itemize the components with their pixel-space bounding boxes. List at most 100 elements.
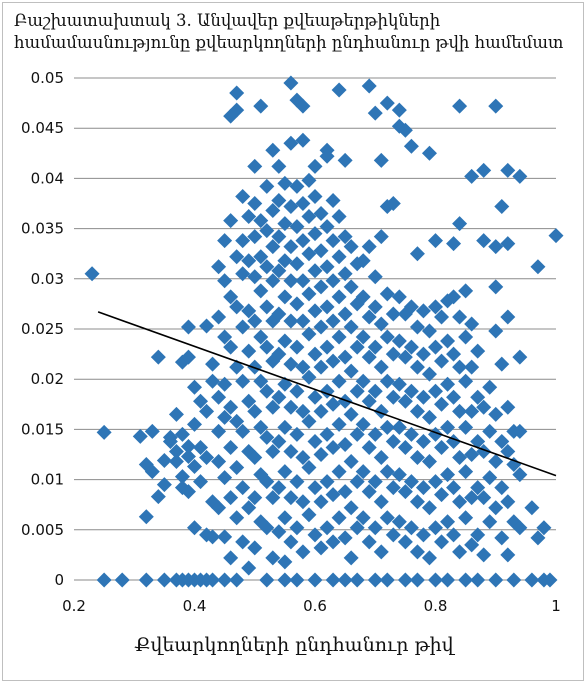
data-point	[379, 464, 395, 480]
data-point	[307, 226, 323, 242]
data-point	[458, 464, 474, 480]
data-point	[84, 266, 100, 282]
data-point	[283, 356, 299, 372]
data-point	[265, 443, 281, 459]
data-point	[464, 168, 480, 184]
data-point	[229, 460, 245, 476]
data-point	[277, 253, 293, 269]
data-point	[548, 228, 564, 244]
data-point	[403, 520, 419, 536]
data-point	[253, 329, 269, 345]
data-point	[295, 98, 311, 114]
data-point	[217, 470, 233, 486]
data-point	[259, 223, 275, 239]
data-point	[361, 484, 377, 500]
x-axis-ticks: 0.2 0.4 0.6 0.8 1	[62, 597, 561, 615]
data-point	[325, 353, 341, 369]
data-point	[174, 469, 190, 485]
data-point	[500, 399, 516, 415]
data-point	[385, 306, 401, 322]
data-point	[193, 393, 209, 409]
data-point	[259, 299, 275, 315]
data-point	[421, 550, 437, 566]
data-point	[349, 474, 365, 490]
data-point	[343, 406, 359, 422]
data-point	[211, 454, 227, 470]
data-point	[295, 494, 311, 510]
data-point	[361, 439, 377, 455]
data-point	[289, 256, 305, 272]
data-point	[283, 199, 299, 215]
data-point	[247, 313, 263, 329]
data-point	[367, 474, 383, 490]
data-point	[277, 333, 293, 349]
data-point	[301, 172, 317, 188]
data-point	[301, 369, 317, 385]
data-point	[428, 299, 443, 315]
data-point	[452, 216, 468, 232]
data-point	[271, 158, 287, 174]
data-point	[385, 346, 401, 362]
data-point	[397, 349, 413, 365]
data-point	[458, 572, 474, 588]
x-tick-label: 0.6	[303, 597, 327, 615]
data-point	[205, 572, 221, 588]
data-point	[259, 259, 275, 275]
data-point	[494, 356, 510, 372]
data-point	[428, 520, 443, 536]
data-point	[253, 98, 269, 114]
data-point	[307, 527, 323, 543]
data-point	[385, 433, 401, 449]
data-point	[156, 572, 172, 588]
data-point	[271, 306, 287, 322]
data-point	[355, 510, 371, 526]
data-point	[343, 239, 359, 255]
data-point	[385, 389, 401, 405]
data-point	[211, 389, 227, 405]
data-point	[247, 540, 263, 556]
data-point	[223, 439, 239, 455]
data-point	[397, 122, 413, 138]
data-point	[247, 403, 263, 419]
data-point	[397, 572, 413, 588]
data-point	[337, 152, 353, 168]
data-point	[428, 339, 443, 355]
data-point	[325, 534, 341, 550]
data-point	[277, 510, 293, 526]
data-point	[211, 259, 227, 275]
data-point	[283, 273, 299, 289]
data-point	[331, 510, 347, 526]
data-point	[295, 403, 311, 419]
data-point	[168, 406, 184, 422]
data-point	[247, 229, 263, 245]
data-point	[397, 484, 413, 500]
y-tick-label: 0.035	[21, 220, 64, 238]
chart-title: Բաշխատախտակ 3. Անվավեր քվեաթերթիկների հա…	[14, 11, 564, 52]
data-point	[379, 286, 395, 302]
data-point	[488, 279, 504, 295]
data-point	[325, 273, 341, 289]
data-point	[331, 209, 347, 225]
data-point	[373, 316, 389, 332]
data-point	[367, 269, 383, 285]
data-point	[391, 376, 407, 392]
data-point	[301, 460, 317, 476]
data-point	[168, 454, 184, 470]
data-point	[253, 213, 269, 229]
data-point	[331, 289, 347, 305]
data-point	[193, 474, 209, 490]
data-point	[223, 289, 239, 305]
data-point	[343, 319, 359, 335]
y-tick-label: 0.02	[31, 370, 64, 388]
data-point	[337, 393, 353, 409]
data-point	[277, 216, 293, 232]
data-point	[464, 447, 480, 462]
data-point	[253, 373, 269, 389]
data-point	[512, 423, 528, 439]
data-point	[524, 572, 540, 588]
data-point	[458, 283, 474, 299]
data-point	[241, 560, 257, 576]
data-point	[253, 249, 269, 265]
data-point	[319, 219, 335, 235]
